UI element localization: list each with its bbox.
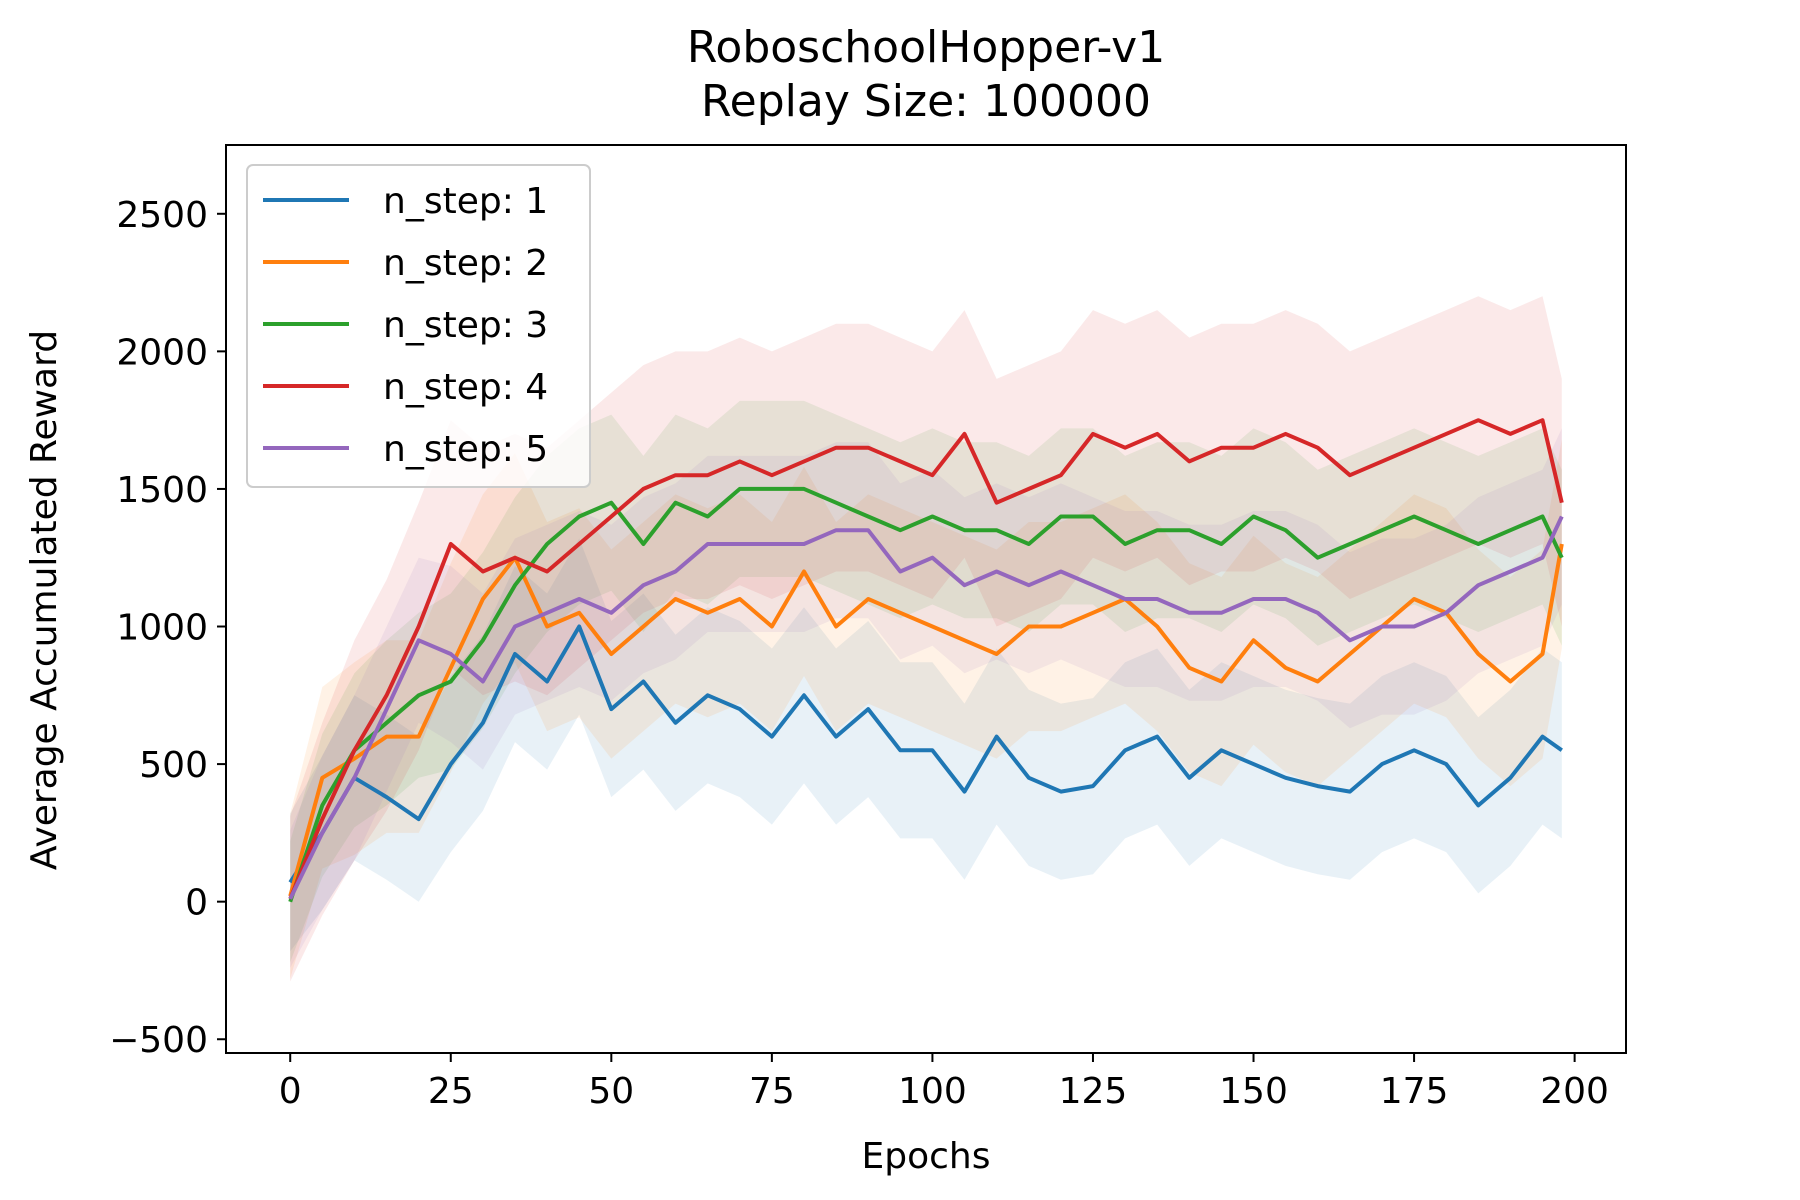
chart-subtitle: Replay Size: 100000	[701, 76, 1151, 127]
series-band-3	[290, 400, 1562, 963]
series-line-1	[288, 624, 1563, 884]
x-axis-label: Epochs	[862, 1136, 991, 1177]
confidence-bands	[290, 296, 1562, 982]
legend-label-4: n_step: 4	[383, 367, 548, 408]
x-tick-label: 50	[588, 1071, 634, 1112]
x-tick-label: 0	[279, 1071, 302, 1112]
series-line-3	[288, 486, 1564, 903]
chart-title: RoboschoolHopper-v1	[687, 22, 1165, 73]
series-line-4	[288, 418, 1564, 900]
legend-box	[246, 164, 591, 488]
series-band-4	[290, 296, 1562, 982]
y-axis-label: Average Accumulated Reward	[24, 330, 65, 870]
x-tick-label: 125	[1059, 1071, 1128, 1112]
y-tick-label: 1000	[116, 608, 208, 649]
series-band-2	[290, 439, 1562, 979]
x-axis-ticks: 0 25 50 75 100 125 150 175 200	[279, 1053, 1609, 1112]
x-tick-label: 150	[1219, 1071, 1288, 1112]
series-line-5	[288, 515, 1564, 900]
y-tick-label: 500	[139, 745, 208, 786]
y-tick-label: −500	[109, 1020, 208, 1061]
legend: n_step: 1 n_step: 2 n_step: 3 n_step: 4 n_st…	[246, 164, 591, 488]
legend-label-1: n_step: 1	[383, 181, 548, 222]
y-tick-label: 0	[185, 883, 208, 924]
y-tick-label: 1500	[116, 470, 208, 511]
series-lines	[288, 418, 1564, 903]
legend-label-2: n_step: 2	[383, 243, 548, 284]
x-tick-label: 100	[898, 1071, 967, 1112]
series-band-5	[290, 428, 1562, 968]
x-tick-label: 200	[1540, 1071, 1609, 1112]
legend-label-5: n_step: 5	[383, 429, 548, 470]
plot-area-frame	[225, 144, 1627, 1054]
y-tick-label: 2500	[116, 195, 208, 236]
legend-label-3: n_step: 3	[383, 305, 548, 346]
x-tick-label: 25	[428, 1071, 474, 1112]
series-band-1	[290, 538, 1562, 952]
x-tick-label: 75	[749, 1071, 795, 1112]
series-line-2	[288, 543, 1564, 897]
y-tick-label: 2000	[116, 332, 208, 373]
y-axis-ticks: −500 0 500 1000 1500 2000 2500	[109, 195, 226, 1061]
x-tick-label: 175	[1380, 1071, 1449, 1112]
